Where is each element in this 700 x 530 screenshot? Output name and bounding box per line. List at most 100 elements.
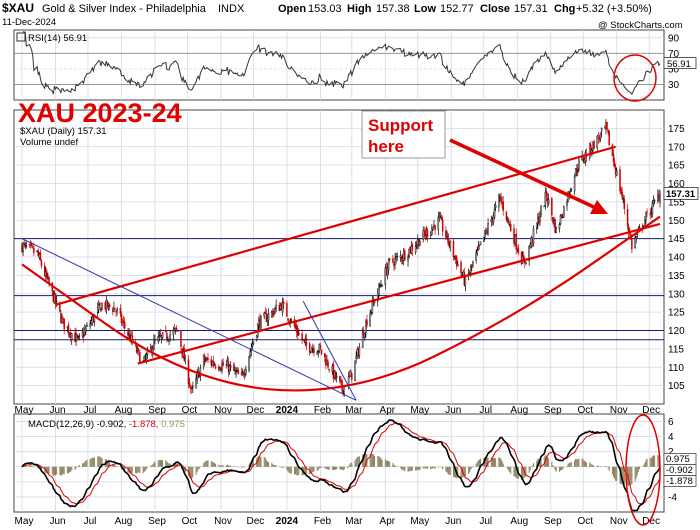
candle-body [328, 369, 330, 371]
candle-body [32, 246, 34, 248]
candle-body [411, 244, 414, 251]
index-name: Gold & Silver Index - Philadelphia [42, 3, 207, 15]
month-label: Sep [544, 405, 562, 416]
candle-body [241, 371, 244, 374]
candle-body [43, 265, 46, 276]
candle-body [101, 303, 103, 310]
high-value: 157.38 [376, 3, 410, 15]
price-x-axis: May Jun Jul Aug Sep Oct Nov Dec 2024 Feb Mar Apr May… [15, 405, 661, 416]
candle-body [145, 354, 148, 360]
month-label: Jul [479, 405, 492, 416]
candle-body [384, 267, 387, 285]
candle-body [249, 351, 251, 356]
candle-body [373, 300, 376, 304]
open-label: Open [278, 3, 306, 15]
candle-body [535, 222, 538, 229]
price-tick-label: 165 [668, 161, 685, 172]
candle-body [264, 311, 267, 315]
candle-body [316, 352, 318, 355]
candle-body [590, 144, 592, 153]
candle-body [644, 220, 646, 226]
candle-body [386, 267, 389, 276]
candle-body [475, 252, 477, 261]
candle-body [507, 218, 510, 223]
candle-body [168, 339, 170, 342]
candle-body [354, 360, 356, 382]
volume-legend-text: Volume undef [20, 137, 78, 148]
lower-channel-line [137, 222, 661, 365]
candle-body [615, 170, 618, 176]
candle-body [478, 244, 481, 246]
candle-body [447, 233, 449, 244]
candle-body [393, 263, 395, 267]
candle-body [260, 315, 262, 331]
candle-body [455, 257, 458, 267]
candle-body [552, 217, 554, 223]
date-label: 11-Dec-2024 [2, 17, 56, 28]
candle-body [235, 371, 237, 373]
candle-body [493, 208, 496, 218]
macd-legend-main: MACD(12,26,9) -0.902, [28, 419, 129, 430]
candle-body [472, 262, 474, 266]
candle-body [63, 318, 65, 330]
candle-body [423, 230, 426, 235]
candle-body [61, 317, 63, 323]
candle-body [626, 209, 629, 226]
macd-highlight-ellipse [625, 414, 661, 526]
candle-body [295, 325, 298, 333]
candle-body [192, 385, 194, 388]
candle-body [136, 348, 139, 351]
candle-body [646, 211, 648, 213]
price-tick-label: 145 [668, 234, 685, 245]
rsi-y-axis: 30 50 70 90 [668, 33, 680, 91]
candle-body [165, 330, 167, 332]
support-callout: Support here [361, 110, 446, 159]
annotation-title: XAU 2023-24 [18, 98, 182, 128]
rsi-line [22, 31, 661, 96]
candle-body [482, 236, 485, 242]
candle-body [219, 367, 221, 370]
candle-body [623, 199, 626, 210]
candle-body [59, 301, 61, 312]
annotations: Support here [361, 54, 661, 526]
price-tick-label: 130 [668, 289, 685, 300]
month-label: Jul [479, 516, 492, 527]
candle-body [127, 329, 129, 336]
candle-body [169, 334, 171, 339]
candle-body [622, 197, 624, 200]
candle-body [528, 245, 530, 261]
month-label: Dec [247, 405, 265, 416]
candle-body [494, 205, 497, 208]
macd-x-axis: May Jun Jul Aug Sep Oct Nov Dec 2024 Feb Mar Apr May… [15, 516, 661, 527]
price-tick-label: 150 [668, 216, 685, 227]
candle-body [426, 229, 429, 237]
month-label: Oct [182, 405, 198, 416]
candle-body [308, 343, 311, 352]
arrow-head [590, 200, 608, 214]
candle-body [470, 266, 472, 273]
price-y-axis: 105 110 115 120 125 130 135 140 145 150 155 160 165 1… [668, 124, 685, 392]
candle-body [392, 258, 394, 263]
support-text-line: here [368, 137, 404, 156]
month-label: 2024 [276, 516, 299, 527]
exchange-label: INDX [218, 3, 245, 15]
candle-body [414, 246, 417, 253]
candle-body [183, 348, 185, 361]
candle-body [355, 356, 357, 359]
macd-value-tags: 0.975-0.902-1.878 [663, 453, 697, 487]
candle-body [234, 369, 236, 372]
candle-body [195, 378, 197, 388]
price-panel: 105 110 115 120 125 130 135 140 145 150 155 160 165 1… [13, 98, 699, 405]
candle-body [525, 261, 527, 264]
month-label: May [410, 405, 429, 416]
candle-body [619, 169, 621, 191]
short-downtrend-line [302, 300, 357, 401]
candle-body [114, 308, 116, 310]
candle-body [599, 132, 602, 139]
support-text: Support here [368, 116, 433, 156]
candle-body [108, 304, 111, 308]
candle-body [222, 362, 224, 366]
price-last-value-tag: 157.31 [663, 186, 699, 200]
candle-body [381, 285, 383, 287]
